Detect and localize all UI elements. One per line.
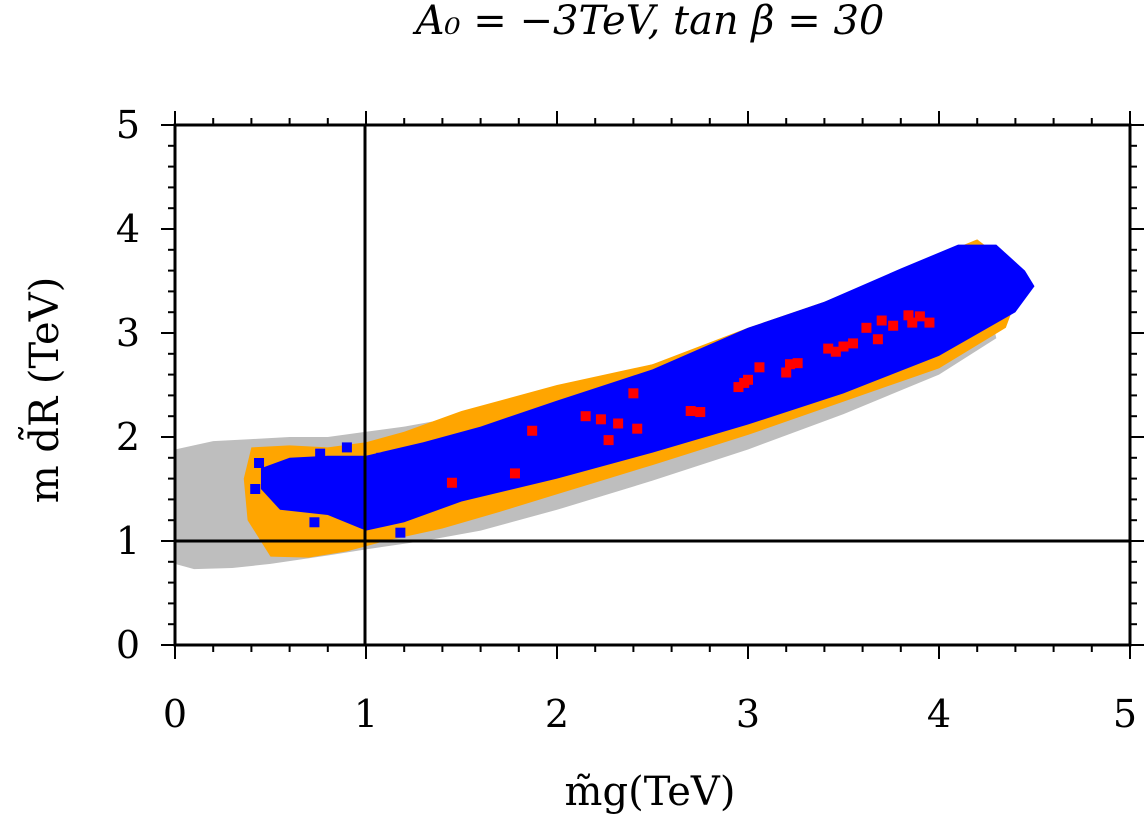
point-s0-14 [353,465,364,476]
point-s1-14 [754,362,765,373]
point-s0-19 [380,499,391,510]
point-s0-12 [341,442,352,453]
point-s1-7 [628,388,639,399]
y-tick-label-5: 5 [116,103,140,147]
x-tick-label-1: 1 [354,692,378,736]
point-s0-10 [332,486,343,497]
point-s1-0 [446,477,457,488]
point-s1-20 [838,341,849,352]
point-s0-28 [395,527,406,538]
point-s1-5 [603,435,614,446]
point-s0-11 [338,458,349,468]
point-s1-9 [685,406,696,416]
point-s1-6 [613,418,624,429]
point-s0-3 [275,468,286,479]
point-s1-2 [527,425,538,436]
point-s0-15 [357,492,368,503]
point-s1-1 [509,468,520,479]
point-s0-18 [376,452,387,463]
point-s0-17 [370,473,381,484]
point-s0-7 [309,517,320,528]
point-s0-22 [408,459,419,470]
x-axis-label: m̃g(TeV) [565,769,736,815]
x-tick-label-5: 5 [1113,692,1137,736]
point-s1-29 [924,317,935,328]
point-s0-23 [307,500,318,511]
point-s0-24 [330,463,341,474]
point-s1-24 [876,315,887,326]
point-s0-2 [265,478,276,489]
point-s0-13 [347,476,358,487]
point-s0-21 [399,481,410,492]
point-s0-0 [254,458,265,468]
y-tick-label-4: 4 [116,207,140,251]
x-tick-label-3: 3 [736,692,760,736]
point-s0-9 [322,471,333,482]
point-s1-17 [792,358,803,369]
point-s1-28 [914,311,925,322]
y-tick-label-3: 3 [116,311,140,355]
point-s0-29 [418,471,429,482]
point-s0-8 [315,448,326,459]
y-tick-label-1: 1 [116,519,140,563]
point-s0-20 [389,469,400,480]
point-s1-10 [695,407,706,418]
chart-title: A₀ = −3TeV, tan β = 30 [412,0,885,44]
point-s0-6 [303,481,314,492]
x-tick-label-2: 2 [545,692,569,736]
point-s1-8 [632,423,643,434]
point-s1-13 [743,374,753,385]
point-s1-26 [903,310,914,321]
point-s0-4 [284,489,295,500]
point-s1-3 [580,411,591,422]
y-tick-label-2: 2 [116,415,140,459]
point-s0-26 [353,506,364,517]
y-tick-label-0: 0 [116,623,140,667]
x-tick-label-0: 0 [163,692,187,736]
point-s1-15 [781,367,792,378]
x-tick-label-4: 4 [927,692,951,736]
point-s1-16 [785,359,796,370]
point-s0-1 [250,484,261,494]
point-s1-21 [848,338,859,349]
point-s0-25 [288,475,299,486]
point-s0-16 [364,461,375,472]
point-s1-19 [830,346,841,357]
point-s1-22 [861,322,872,333]
point-s1-18 [823,343,834,354]
plot-frame [173,123,1132,647]
point-s0-5 [294,463,305,474]
point-s1-27 [907,317,918,328]
region-2 [260,244,1035,531]
point-s1-23 [872,334,883,345]
y-axis-label: m d̃R (TeV) [18,277,68,503]
point-s1-11 [733,382,744,393]
point-s1-25 [888,320,899,331]
point-s1-4 [595,414,606,425]
